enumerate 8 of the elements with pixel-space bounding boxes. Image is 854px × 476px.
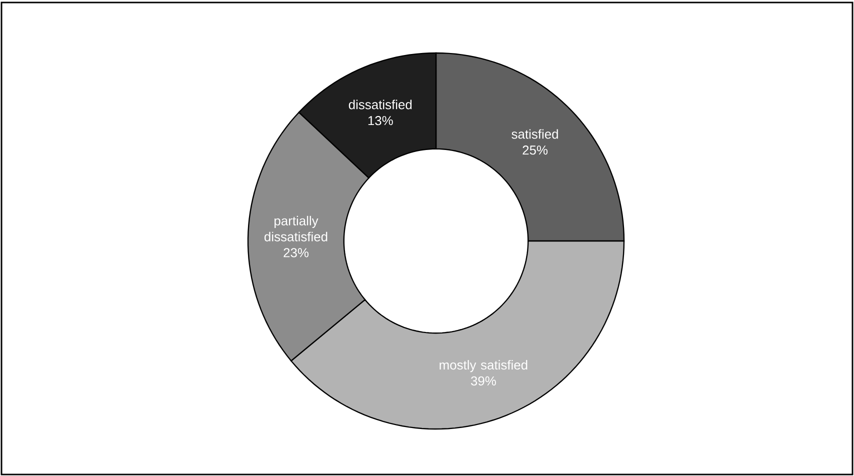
data-label: 25%: [522, 146, 548, 155]
slice-label: dissatisfied: [348, 100, 412, 110]
data-label: 39%: [470, 376, 496, 386]
slice-label: partially dissatisfied: [264, 216, 328, 242]
slice-label: mostly satisfied: [440, 360, 528, 372]
slice-label: satisfied: [512, 129, 558, 139]
data-label: 23%: [284, 248, 309, 258]
data-label: 13%: [368, 116, 393, 126]
